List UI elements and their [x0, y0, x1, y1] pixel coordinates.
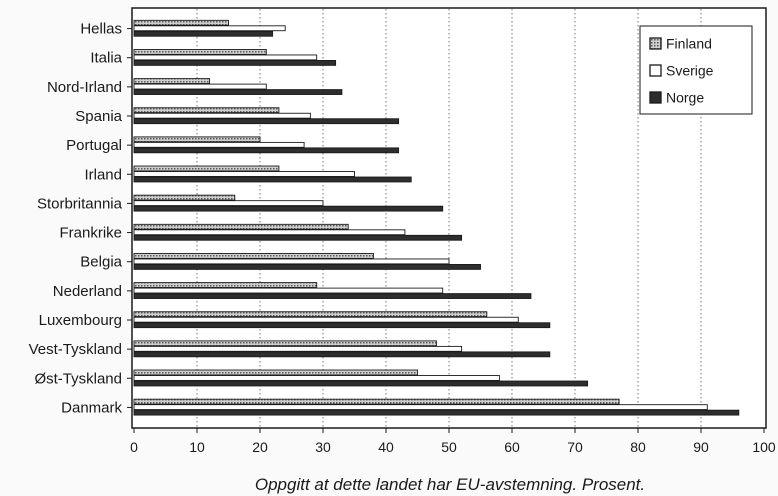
bar-norge — [133, 30, 274, 37]
x-tick-label: 80 — [630, 439, 646, 455]
bar-finland — [133, 311, 488, 318]
bar-norge — [133, 147, 400, 154]
x-tick-label: 70 — [567, 439, 583, 455]
bar-finland — [133, 398, 620, 405]
bar-sverige — [133, 83, 267, 90]
x-tick-label: 30 — [315, 439, 331, 455]
x-tick-label: 10 — [189, 439, 205, 455]
category-label: Frankrike — [59, 225, 122, 242]
bar-norge — [133, 293, 532, 299]
bar-norge — [133, 380, 589, 387]
category-label: Øst-Tyskland — [34, 370, 122, 387]
bar-finland — [133, 369, 418, 376]
bar-norge — [133, 89, 343, 95]
category-label: Italia — [90, 50, 122, 67]
bar-finland — [133, 165, 280, 172]
legend-label: Norge — [666, 90, 704, 106]
legend-swatch-finland — [649, 37, 662, 50]
bar-finland — [133, 107, 280, 114]
bar-finland — [133, 19, 229, 26]
category-label: Storbritannia — [37, 195, 123, 212]
category-label: Irland — [84, 166, 122, 183]
bar-finland — [133, 282, 318, 288]
bar-norge — [133, 351, 551, 358]
x-tick-label: 50 — [441, 439, 457, 455]
bar-norge — [133, 234, 463, 241]
bar-norge — [133, 322, 551, 329]
x-tick-label: 0 — [130, 439, 138, 455]
bar-finland — [133, 49, 267, 55]
bar-sverige — [133, 316, 519, 323]
bar-finland — [133, 194, 236, 201]
x-tick-label: 60 — [504, 439, 520, 455]
bar-sverige — [133, 287, 444, 294]
bar-sverige — [133, 404, 708, 411]
bar-sverige — [133, 258, 450, 265]
bar-sverige — [133, 112, 311, 119]
x-tick-label: 100 — [752, 439, 776, 455]
bar-norge — [133, 60, 337, 66]
legend: Finland Sverige Norge — [639, 25, 753, 115]
category-label: Nord-Irland — [47, 79, 122, 96]
category-label: Spania — [75, 108, 122, 125]
bar-sverige — [133, 25, 286, 32]
bar-sverige — [133, 375, 500, 381]
bar-norge — [133, 409, 740, 416]
bar-norge — [133, 176, 412, 183]
category-label: Luxembourg — [39, 312, 122, 329]
category-label: Belgia — [80, 254, 122, 271]
bar-finland — [133, 223, 349, 230]
legend-label: Sverige — [666, 63, 714, 79]
x-tick-label: 20 — [252, 439, 268, 455]
legend-swatch-norge — [649, 91, 662, 104]
bar-norge — [133, 205, 444, 212]
x-tick-label: 40 — [378, 439, 394, 455]
x-axis-label: Oppgitt at dette landet har EU-avstemnin… — [255, 475, 645, 494]
category-label: Portugal — [66, 137, 122, 154]
bar-finland — [133, 340, 437, 347]
bar-sverige — [133, 171, 355, 177]
category-label: Danmark — [61, 399, 122, 416]
category-label: Vest-Tyskland — [29, 341, 122, 358]
bar-finland — [133, 78, 211, 84]
bar-sverige — [133, 141, 305, 148]
bar-finland — [133, 136, 261, 143]
bar-finland — [133, 253, 374, 259]
category-label: Nederland — [53, 283, 122, 300]
bar-sverige — [133, 229, 406, 236]
x-tick-label: 90 — [693, 439, 709, 455]
bar-sverige — [133, 54, 318, 61]
legend-swatch-sverige — [649, 64, 662, 77]
bar-sverige — [133, 200, 324, 207]
category-label: Hellas — [80, 21, 122, 38]
bar-sverige — [133, 345, 463, 352]
bar-norge — [133, 118, 400, 125]
legend-label: Finland — [666, 36, 712, 52]
bar-norge — [133, 264, 481, 270]
